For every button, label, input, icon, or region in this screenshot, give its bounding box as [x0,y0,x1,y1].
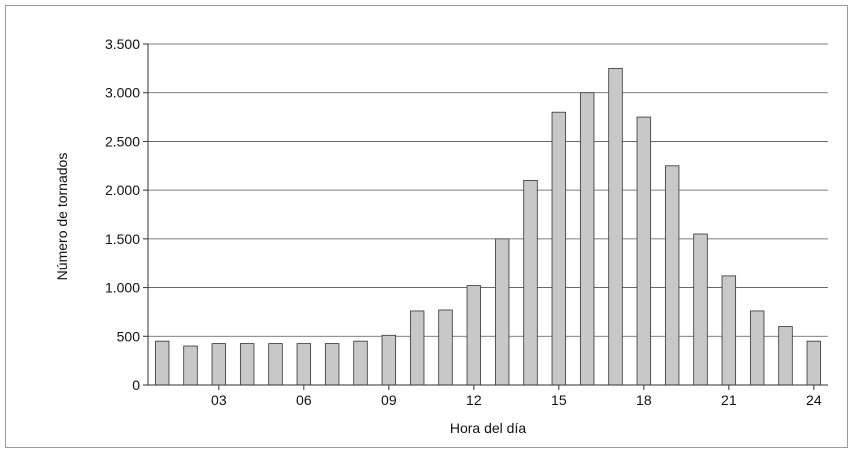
y-tick-label-3.000: 3.000 [105,85,140,101]
bar-hour-4 [239,343,255,386]
x-tick-labels: 03 06 09 12 15 18 21 24 [211,392,822,408]
bar-hour-10 [409,310,425,386]
bar-hour-18 [636,116,652,386]
bar-hour-23 [778,326,793,386]
bar-hour-16 [579,92,595,386]
bar-hour-17 [608,67,623,386]
bar-hour-19 [664,165,680,386]
y-tick-label-1.500: 1.500 [105,231,140,247]
x-tick-label-21: 21 [721,392,737,408]
y-tick-label-2.500: 2.500 [105,133,140,149]
bar-hour-8 [353,340,368,386]
bar-hour-24 [806,340,822,386]
bar-hour-14 [523,179,538,386]
bar-hour-9 [381,334,397,386]
bar-hour-20 [693,233,708,386]
y-tick-label-500: 500 [117,328,141,344]
y-tick-label-3.500: 3.500 [105,36,140,52]
x-axis-label: Hora del día [450,420,526,436]
bar-hour-2 [183,345,198,386]
bar-hour-15 [551,111,567,386]
y-tick-label-1.000: 1.000 [105,280,140,296]
bar-hour-13 [494,238,510,386]
x-tick-label-03: 03 [211,392,227,408]
bar-hour-6 [296,343,312,386]
x-tick-label-12: 12 [466,392,482,408]
grid-lines [148,43,828,337]
bar-hour-11 [438,309,453,386]
bar-hour-5 [268,343,283,386]
bar-hour-3 [211,343,227,386]
x-tick-label-09: 09 [381,392,397,408]
bar-hour-12 [466,285,482,386]
bar-hour-22 [749,310,765,386]
axes [143,43,828,390]
x-tick-label-24: 24 [806,392,822,408]
bar-hour-7 [324,343,340,386]
bar-hour-1 [154,340,170,386]
bars [154,67,822,386]
x-tick-label-18: 18 [636,392,652,408]
y-tick-label-2.000: 2.000 [105,182,140,198]
x-tick-label-15: 15 [551,392,567,408]
x-tick-label-06: 06 [296,392,312,408]
y-tick-label-0: 0 [132,377,140,393]
y-tick-labels: 0 500 1.000 1.500 2.000 2.500 3.000 3.500 [105,36,140,393]
bar-hour-21 [721,275,737,386]
y-axis-label: Número de tornados [54,153,70,281]
